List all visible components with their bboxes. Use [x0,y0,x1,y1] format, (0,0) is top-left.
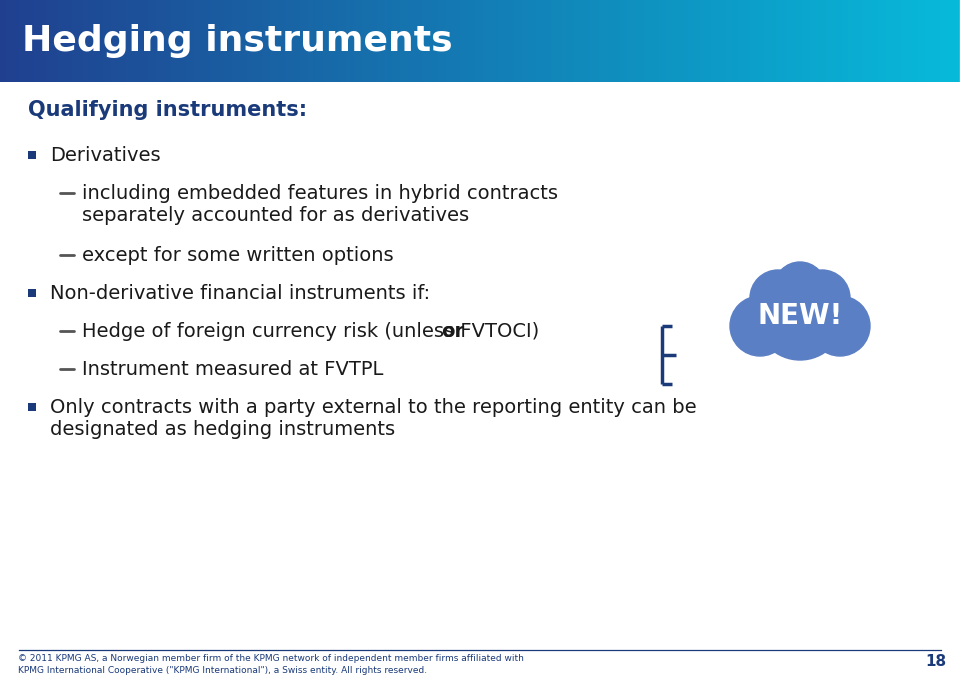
Text: Hedge of foreign currency risk (unless FVTOCI): Hedge of foreign currency risk (unless F… [82,322,545,341]
Circle shape [730,296,790,356]
Text: including embedded features in hybrid contracts
separately accounted for as deri: including embedded features in hybrid co… [82,184,558,225]
Circle shape [750,270,806,326]
Text: Hedging instruments: Hedging instruments [22,24,452,58]
Bar [28,289,36,297]
Circle shape [810,296,870,356]
Bar [28,403,36,411]
Circle shape [756,272,844,360]
Text: NEW!: NEW! [757,302,843,330]
Circle shape [794,270,850,326]
Text: 18: 18 [924,654,946,669]
Text: © 2011 KPMG AS, a Norwegian member firm of the KPMG network of independent membe: © 2011 KPMG AS, a Norwegian member firm … [18,654,524,675]
Text: Derivatives: Derivatives [50,146,160,165]
Text: Qualifying instruments:: Qualifying instruments: [28,100,307,120]
Text: Only contracts with a party external to the reporting entity can be
designated a: Only contracts with a party external to … [50,398,697,439]
Text: or: or [442,322,465,341]
Text: Instrument measured at FVTPL: Instrument measured at FVTPL [82,360,383,379]
Text: except for some written options: except for some written options [82,246,394,265]
Text: Non-derivative financial instruments if:: Non-derivative financial instruments if: [50,284,430,303]
Bar [28,151,36,159]
Circle shape [774,262,826,314]
